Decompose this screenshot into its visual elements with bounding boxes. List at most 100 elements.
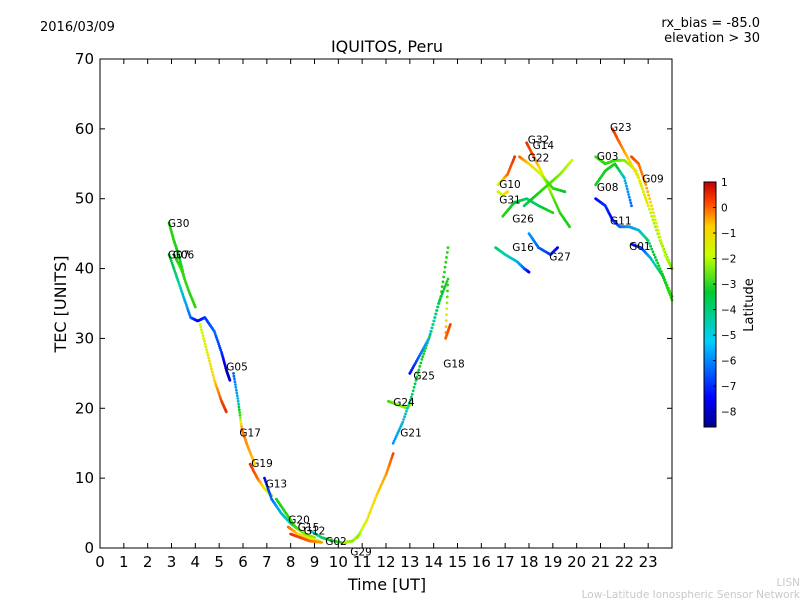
data-point xyxy=(171,263,175,267)
data-point xyxy=(213,330,216,333)
data-point xyxy=(181,273,185,277)
data-point xyxy=(642,190,645,194)
data-point xyxy=(186,307,190,311)
colorbar-tick-label: −6 xyxy=(721,356,737,368)
data-point xyxy=(443,265,447,269)
data-point xyxy=(444,319,448,322)
data-point xyxy=(625,184,628,188)
y-axis: 0 10 20 30 40 50 60 70 xyxy=(75,50,672,557)
data-point xyxy=(651,207,654,211)
data-point xyxy=(652,211,655,215)
data-point xyxy=(235,391,239,395)
data-point xyxy=(217,342,221,346)
data-point xyxy=(174,274,178,277)
data-point xyxy=(236,397,240,400)
data-point xyxy=(198,323,202,326)
data-point xyxy=(626,190,630,194)
data-point xyxy=(178,258,182,261)
data-point xyxy=(427,337,431,340)
data-point xyxy=(429,330,433,333)
data-point xyxy=(627,193,630,196)
satellite-label: G17 xyxy=(239,428,261,440)
satellite-label: G10 xyxy=(499,179,521,191)
data-point xyxy=(382,477,386,481)
series-G07 xyxy=(167,253,232,382)
data-point xyxy=(234,383,237,386)
data-point xyxy=(557,209,561,213)
data-point xyxy=(654,221,658,225)
data-point xyxy=(214,334,218,337)
data-point xyxy=(658,235,662,239)
data-point xyxy=(179,267,183,270)
data-point xyxy=(439,294,443,298)
data-point xyxy=(655,225,659,229)
x-tick-label: 21 xyxy=(591,553,610,571)
data-point xyxy=(375,494,378,497)
data-point xyxy=(663,281,667,285)
y-tick-label: 0 xyxy=(84,539,94,557)
satellite-label: G02 xyxy=(325,536,347,548)
data-point xyxy=(213,332,217,335)
x-tick-label: 16 xyxy=(472,553,491,571)
data-point xyxy=(650,204,653,208)
data-point xyxy=(405,409,408,413)
data-point xyxy=(240,425,243,428)
data-point xyxy=(420,358,424,361)
data-point xyxy=(393,437,397,441)
data-point xyxy=(228,378,232,382)
satellite-label: G31 xyxy=(499,194,521,206)
data-point xyxy=(652,221,656,225)
data-point xyxy=(177,255,181,259)
y-tick-label: 60 xyxy=(75,120,94,138)
data-point xyxy=(648,197,651,201)
data-point xyxy=(202,337,206,340)
data-point xyxy=(392,439,396,443)
data-point xyxy=(666,288,670,292)
data-point xyxy=(646,204,650,208)
satellite-label: G13 xyxy=(266,479,288,491)
date-label: 2016/03/09 xyxy=(40,20,115,35)
data-point xyxy=(513,155,517,159)
x-tick-label: 7 xyxy=(262,553,272,571)
data-point xyxy=(552,198,556,202)
data-point xyxy=(180,290,184,294)
colorbar-tick-label: 1 xyxy=(721,177,728,189)
data-point xyxy=(640,170,643,174)
data-point xyxy=(217,391,221,395)
data-point xyxy=(651,250,655,254)
data-point xyxy=(551,211,555,215)
data-point xyxy=(235,394,239,398)
data-point xyxy=(640,184,643,188)
data-point xyxy=(174,272,178,275)
data-point xyxy=(401,420,405,424)
data-point xyxy=(181,271,184,275)
data-point xyxy=(637,176,640,180)
data-point xyxy=(169,259,173,263)
x-tick-label: 18 xyxy=(519,553,538,571)
y-tick-label: 30 xyxy=(75,329,94,347)
data-point xyxy=(374,496,377,500)
data-point xyxy=(239,416,242,420)
data-point xyxy=(237,408,241,412)
data-point xyxy=(649,200,652,204)
data-point xyxy=(184,303,188,307)
data-point xyxy=(555,205,559,208)
colorbar-tick-label: −3 xyxy=(721,279,736,291)
data-point xyxy=(381,479,385,483)
data-point xyxy=(445,251,449,254)
data-point xyxy=(647,193,650,197)
x-tick-label: 6 xyxy=(238,553,248,571)
data-point xyxy=(408,401,411,405)
data-point xyxy=(377,487,381,491)
data-point xyxy=(211,373,215,377)
data-point xyxy=(378,485,382,489)
data-point xyxy=(210,367,213,371)
data-point xyxy=(553,200,557,204)
data-point xyxy=(397,429,401,432)
data-point xyxy=(641,187,644,191)
series-G31 xyxy=(496,155,517,187)
data-point xyxy=(386,469,389,472)
data-point xyxy=(548,188,551,192)
data-point xyxy=(203,342,207,346)
